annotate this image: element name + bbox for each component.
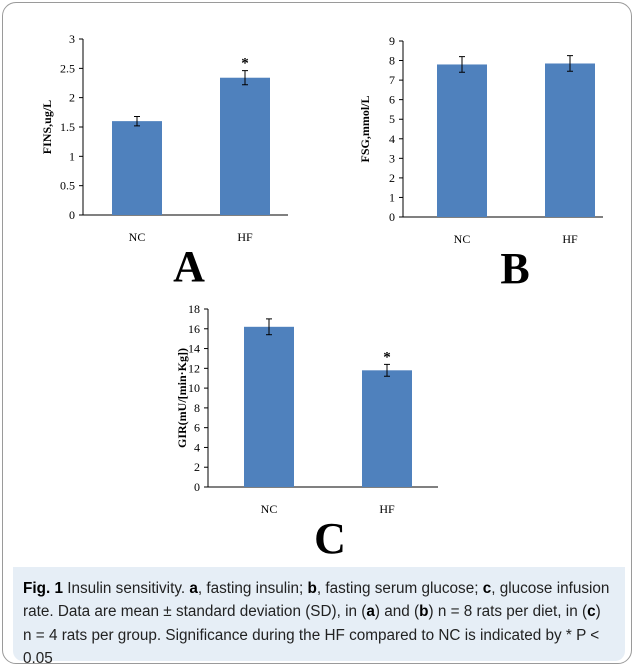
y-tick-label: 10 xyxy=(188,381,200,395)
bar-nc xyxy=(112,121,162,215)
y-axis-title: GIR(mU/[min·Kg]) xyxy=(175,348,189,448)
y-tick-label: 6 xyxy=(389,93,395,107)
caption-segment: c xyxy=(483,580,492,597)
caption-segment: Insulin sensitivity. xyxy=(63,580,189,597)
y-tick-label: 2 xyxy=(69,91,75,105)
x-category-label: HF xyxy=(379,502,395,516)
y-tick-label: 4 xyxy=(389,132,395,146)
y-tick-label: 1.5 xyxy=(60,120,75,134)
bar-hf xyxy=(362,370,412,487)
y-tick-label: 8 xyxy=(194,401,200,415)
y-tick-label: 3 xyxy=(69,32,75,46)
y-tick-label: 2 xyxy=(389,171,395,185)
y-tick-label: 8 xyxy=(389,54,395,68)
y-tick-label: 0 xyxy=(194,480,200,494)
y-tick-label: 0 xyxy=(389,210,395,224)
y-axis-title: FINS,ug/L xyxy=(40,100,54,154)
y-tick-label: 9 xyxy=(389,34,395,48)
x-category-label: HF xyxy=(237,230,253,244)
significance-marker: * xyxy=(241,56,249,72)
caption-segment: , fasting insulin; xyxy=(198,580,308,597)
y-tick-label: 18 xyxy=(188,302,200,316)
caption-segment: a xyxy=(189,580,198,597)
y-tick-label: 5 xyxy=(389,112,395,126)
y-tick-label: 14 xyxy=(188,342,200,356)
caption-segment: c xyxy=(587,603,596,620)
y-tick-label: 1 xyxy=(69,149,75,163)
caption-segment: , fasting serum glucose; xyxy=(317,580,483,597)
chart-panel-a: 0 0.5 1 1.5 2 2.5 3 FINS,ug/L NC * HF A xyxy=(40,32,288,291)
y-tick-label: 0.5 xyxy=(60,179,75,193)
chart-panel-b: 0 1 2 3 4 5 6 7 8 9 FSG,mmol/L NC HF B xyxy=(358,34,603,293)
y-tick-label: 6 xyxy=(194,421,200,435)
x-category-label: HF xyxy=(562,232,578,246)
y-tick-label: 16 xyxy=(188,322,200,336)
panel-letter: B xyxy=(500,244,529,293)
bar-hf xyxy=(545,63,595,217)
x-category-label: NC xyxy=(261,502,278,516)
y-tick-label: 4 xyxy=(194,440,200,454)
chart-panel-c: 0 2 4 6 8 10 12 14 16 18 GIR(mU/[min·Kg]) NC * HF C xyxy=(175,302,438,563)
significance-marker: * xyxy=(383,349,391,365)
y-tick-label: 7 xyxy=(389,73,395,87)
y-tick-label: 3 xyxy=(389,151,395,165)
y-tick-label: 1 xyxy=(389,190,395,204)
caption-fig-label: Fig. 1 xyxy=(23,580,63,597)
panel-letter: A xyxy=(173,242,205,291)
bar-nc xyxy=(437,64,487,217)
figure-caption: Fig. 1 Insulin sensitivity. a, fasting i… xyxy=(13,567,625,661)
y-tick-label: 2 xyxy=(194,460,200,474)
figure-charts: 00.511.522.53FINS,ug/LNC*HFA0123456789FS… xyxy=(3,3,632,563)
y-axis-title: FSG,mmol/L xyxy=(358,95,372,162)
caption-segment: a xyxy=(366,603,375,620)
caption-segment: b xyxy=(308,580,317,597)
caption-segment: ) and ( xyxy=(375,603,419,620)
y-tick-label: 2.5 xyxy=(60,61,75,75)
caption-segment: ) n = 8 rats per diet, in ( xyxy=(428,603,587,620)
caption-body: Insulin sensitivity. a, fasting insulin;… xyxy=(23,580,609,664)
bar-nc xyxy=(244,327,294,487)
bar-hf xyxy=(220,78,270,215)
y-tick-label: 12 xyxy=(188,361,200,375)
panel-letter: C xyxy=(314,514,346,563)
x-category-label: NC xyxy=(129,230,146,244)
y-tick-label: 0 xyxy=(69,208,75,222)
x-category-label: NC xyxy=(454,232,471,246)
